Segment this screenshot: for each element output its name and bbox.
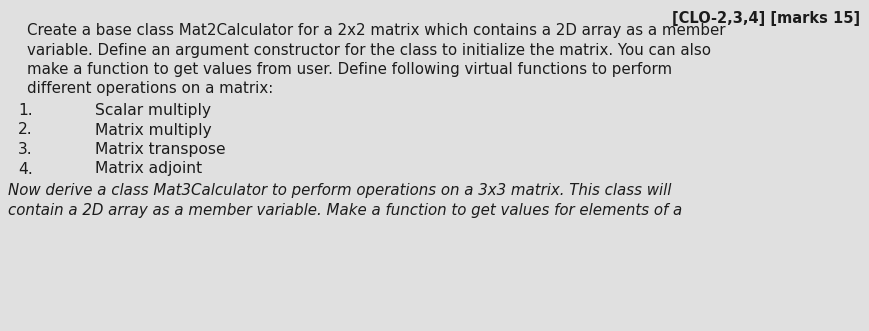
Text: Now derive a class Mat3Calculator to perform operations on a 3x3 matrix. This cl: Now derive a class Mat3Calculator to per…	[8, 183, 672, 198]
Text: Matrix multiply: Matrix multiply	[95, 122, 212, 137]
Text: 1.: 1.	[18, 103, 33, 118]
Text: Scalar multiply: Scalar multiply	[95, 103, 211, 118]
Text: contain a 2D array as a member variable. Make a function to get values for eleme: contain a 2D array as a member variable.…	[8, 203, 682, 217]
Text: Matrix adjoint: Matrix adjoint	[95, 162, 202, 176]
Text: Create a base class Mat2Calculator for a 2x2 matrix which contains a 2D array as: Create a base class Mat2Calculator for a…	[8, 23, 726, 38]
Text: [CLO-2,3,4] [marks 15]: [CLO-2,3,4] [marks 15]	[672, 11, 860, 26]
Text: 2.: 2.	[18, 122, 33, 137]
Text: Matrix transpose: Matrix transpose	[95, 142, 226, 157]
Text: 4.: 4.	[18, 162, 33, 176]
Text: make a function to get values from user. Define following virtual functions to p: make a function to get values from user.…	[8, 62, 672, 77]
Text: variable. Define an argument constructor for the class to initialize the matrix.: variable. Define an argument constructor…	[8, 42, 711, 58]
Text: different operations on a matrix:: different operations on a matrix:	[8, 81, 273, 97]
Text: 3.: 3.	[18, 142, 33, 157]
